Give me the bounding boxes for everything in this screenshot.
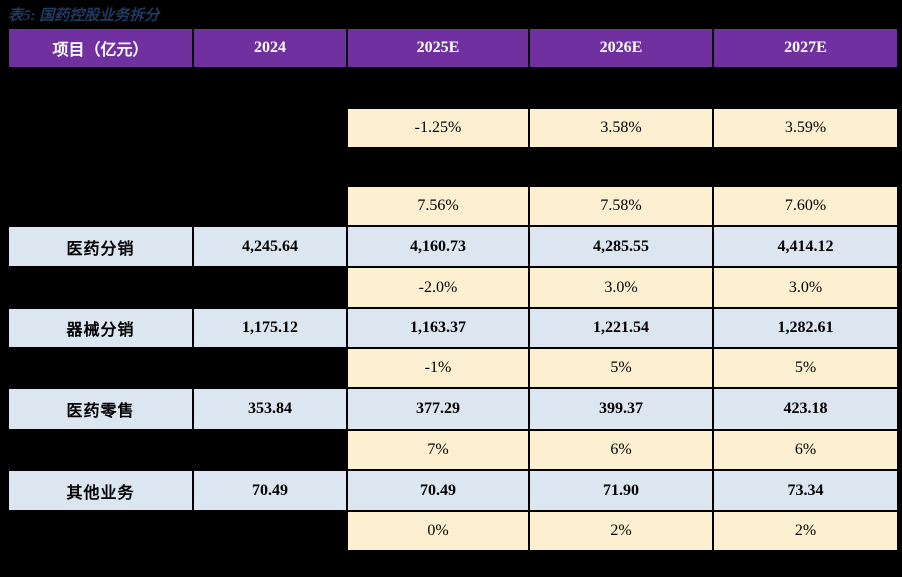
growth-row: 7% 6% 6% xyxy=(8,430,898,470)
growth-cell: 5% xyxy=(713,348,898,388)
value-cell: 353.84 xyxy=(193,388,347,430)
value-cell: 4,160.73 xyxy=(347,226,529,267)
growth-row: -2.0% 3.0% 3.0% xyxy=(8,267,898,308)
value-cell: 1,282.61 xyxy=(713,308,898,348)
row-label-cell: 医药零售 xyxy=(8,388,193,430)
value-cell: 1,175.12 xyxy=(193,308,347,348)
data-row: 医药分销 4,245.64 4,160.73 4,285.55 4,414.12 xyxy=(8,226,898,267)
spacer-row xyxy=(8,68,898,108)
growth-cell: -2.0% xyxy=(347,267,529,308)
value-cell: 70.49 xyxy=(193,470,347,511)
growth-cell: 2% xyxy=(713,511,898,551)
value-cell: 1,163.37 xyxy=(347,308,529,348)
growth-cell: 0% xyxy=(347,511,529,551)
growth-row: 7.56% 7.58% 7.60% xyxy=(8,186,898,226)
data-row: 医药零售 353.84 377.29 399.37 423.18 xyxy=(8,388,898,430)
value-cell: 423.18 xyxy=(713,388,898,430)
header-row: 项目（亿元） 2024 2025E 2026E 2027E xyxy=(8,28,898,68)
row-label-cell: 其他业务 xyxy=(8,470,193,511)
growth-cell: 2% xyxy=(529,511,713,551)
growth-cell: -1% xyxy=(347,348,529,388)
business-breakdown-table: 项目（亿元） 2024 2025E 2026E 2027E -1.25% 3.5… xyxy=(8,28,898,551)
growth-row: 0% 2% 2% xyxy=(8,511,898,551)
row-label-cell: 器械分销 xyxy=(8,308,193,348)
value-cell: 73.34 xyxy=(713,470,898,511)
data-row: 其他业务 70.49 70.49 71.90 73.34 xyxy=(8,470,898,511)
growth-cell: 3.0% xyxy=(713,267,898,308)
growth-cell: 6% xyxy=(713,430,898,470)
row-label-cell: 医药分销 xyxy=(8,226,193,267)
value-cell: 4,245.64 xyxy=(193,226,347,267)
growth-cell: 5% xyxy=(529,348,713,388)
value-cell: 377.29 xyxy=(347,388,529,430)
header-cell-2027e: 2027E xyxy=(713,28,898,68)
table-title: 表5: 国药控股业务拆分 xyxy=(8,8,160,24)
value-cell: 71.90 xyxy=(529,470,713,511)
spacer-row xyxy=(8,148,898,186)
value-cell: 4,285.55 xyxy=(529,226,713,267)
growth-cell: 7.56% xyxy=(347,186,529,226)
value-cell: 70.49 xyxy=(347,470,529,511)
growth-cell: 6% xyxy=(529,430,713,470)
growth-cell: 3.58% xyxy=(529,108,713,148)
growth-row: -1.25% 3.58% 3.59% xyxy=(8,108,898,148)
header-cell-project: 项目（亿元） xyxy=(8,28,193,68)
growth-cell: 7.60% xyxy=(713,186,898,226)
header-cell-2024: 2024 xyxy=(193,28,347,68)
header-cell-2025e: 2025E xyxy=(347,28,529,68)
value-cell: 399.37 xyxy=(529,388,713,430)
growth-cell: 3.59% xyxy=(713,108,898,148)
value-cell: 4,414.12 xyxy=(713,226,898,267)
value-cell: 1,221.54 xyxy=(529,308,713,348)
growth-cell: 3.0% xyxy=(529,267,713,308)
header-cell-2026e: 2026E xyxy=(529,28,713,68)
growth-row: -1% 5% 5% xyxy=(8,348,898,388)
growth-cell: 7% xyxy=(347,430,529,470)
growth-cell: -1.25% xyxy=(347,108,529,148)
data-row: 器械分销 1,175.12 1,163.37 1,221.54 1,282.61 xyxy=(8,308,898,348)
growth-cell: 7.58% xyxy=(529,186,713,226)
